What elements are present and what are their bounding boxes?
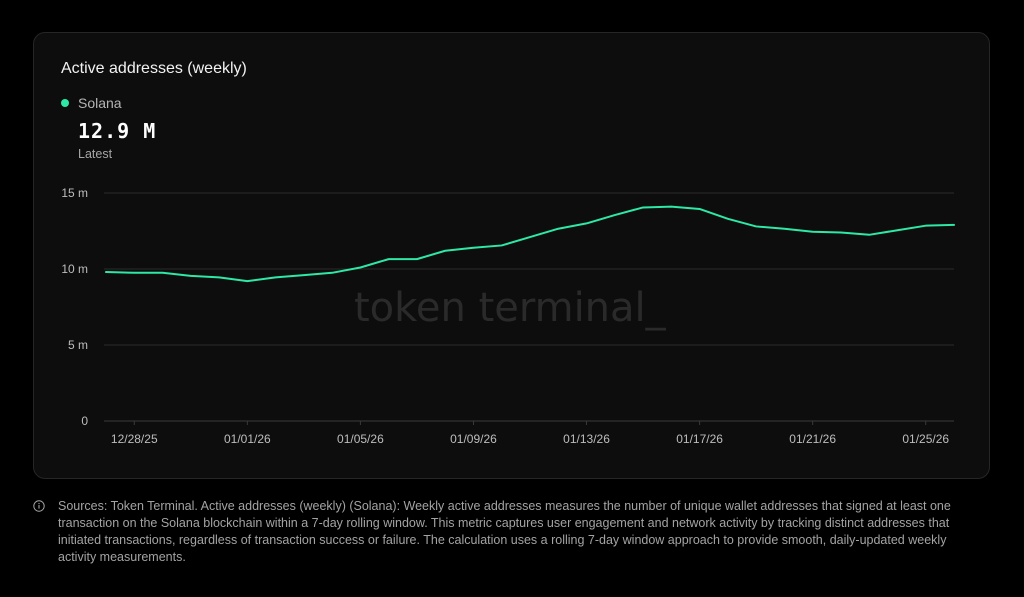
x-axis-ticks: 12/28/25 01/01/26 01/05/26 01/09/26 01/13/26…: [111, 421, 949, 446]
data-point[interactable]: [386, 256, 392, 262]
data-point[interactable]: [640, 204, 646, 210]
x-tick-label: 01/25/26: [902, 432, 949, 446]
y-tick-label: 0: [81, 414, 88, 428]
data-point[interactable]: [668, 204, 674, 210]
legend-dot: [61, 99, 69, 107]
data-point[interactable]: [697, 206, 703, 212]
data-point[interactable]: [838, 230, 844, 236]
x-tick-label: 01/21/26: [789, 432, 836, 446]
data-point[interactable]: [584, 220, 590, 226]
legend-label: Solana: [78, 95, 122, 111]
data-point[interactable]: [866, 232, 872, 238]
info-icon[interactable]: [33, 500, 45, 512]
data-point[interactable]: [753, 223, 759, 229]
series-line-solana[interactable]: [105, 205, 955, 283]
x-tick-label: 01/01/26: [224, 432, 271, 446]
y-tick-label: 5 m: [68, 338, 88, 352]
footnote-text: Sources: Token Terminal. Active addresse…: [58, 499, 951, 564]
y-tick-label: 15 m: [61, 186, 88, 200]
data-point[interactable]: [103, 269, 109, 275]
data-point[interactable]: [923, 223, 929, 229]
watermark-logo: token terminal_: [354, 285, 667, 331]
x-tick-label: 01/09/26: [450, 432, 497, 446]
series-layer: [103, 204, 957, 284]
data-point[interactable]: [131, 270, 137, 276]
footnote: Sources: Token Terminal. Active addresse…: [33, 498, 983, 566]
data-point[interactable]: [442, 248, 448, 254]
x-tick-label: 12/28/25: [111, 432, 158, 446]
chart-card: Active addresses (weekly) Solana 12.9 M …: [33, 32, 990, 479]
data-point[interactable]: [527, 234, 533, 240]
y-tick-label: 10 m: [61, 262, 88, 276]
data-point[interactable]: [273, 274, 279, 280]
chart-title: Active addresses (weekly): [61, 60, 247, 77]
data-point[interactable]: [188, 273, 194, 279]
data-point[interactable]: [781, 226, 787, 232]
data-point[interactable]: [244, 278, 250, 284]
data-point[interactable]: [499, 242, 505, 248]
data-point[interactable]: [357, 264, 363, 270]
data-point[interactable]: [160, 270, 166, 276]
latest-value: 12.9 M: [78, 119, 157, 143]
data-point[interactable]: [470, 245, 476, 251]
data-point[interactable]: [951, 222, 957, 228]
data-point[interactable]: [301, 272, 307, 278]
data-point[interactable]: [810, 229, 816, 235]
legend[interactable]: Solana: [61, 95, 122, 111]
data-point[interactable]: [725, 216, 731, 222]
data-point[interactable]: [555, 226, 561, 232]
data-point[interactable]: [894, 227, 900, 233]
data-point[interactable]: [612, 212, 618, 218]
latest-label: Latest: [78, 147, 113, 161]
x-tick-label: 01/05/26: [337, 432, 384, 446]
x-tick-label: 01/17/26: [676, 432, 723, 446]
x-tick-label: 01/13/26: [563, 432, 610, 446]
line-chart[interactable]: token terminal_ 0 5 m 10 m 15 m 12/28/25 01/…: [34, 33, 989, 478]
data-point[interactable]: [329, 270, 335, 276]
data-point[interactable]: [216, 274, 222, 280]
data-point[interactable]: [414, 256, 420, 262]
y-axis-ticks: 0 5 m 10 m 15 m: [61, 186, 88, 428]
